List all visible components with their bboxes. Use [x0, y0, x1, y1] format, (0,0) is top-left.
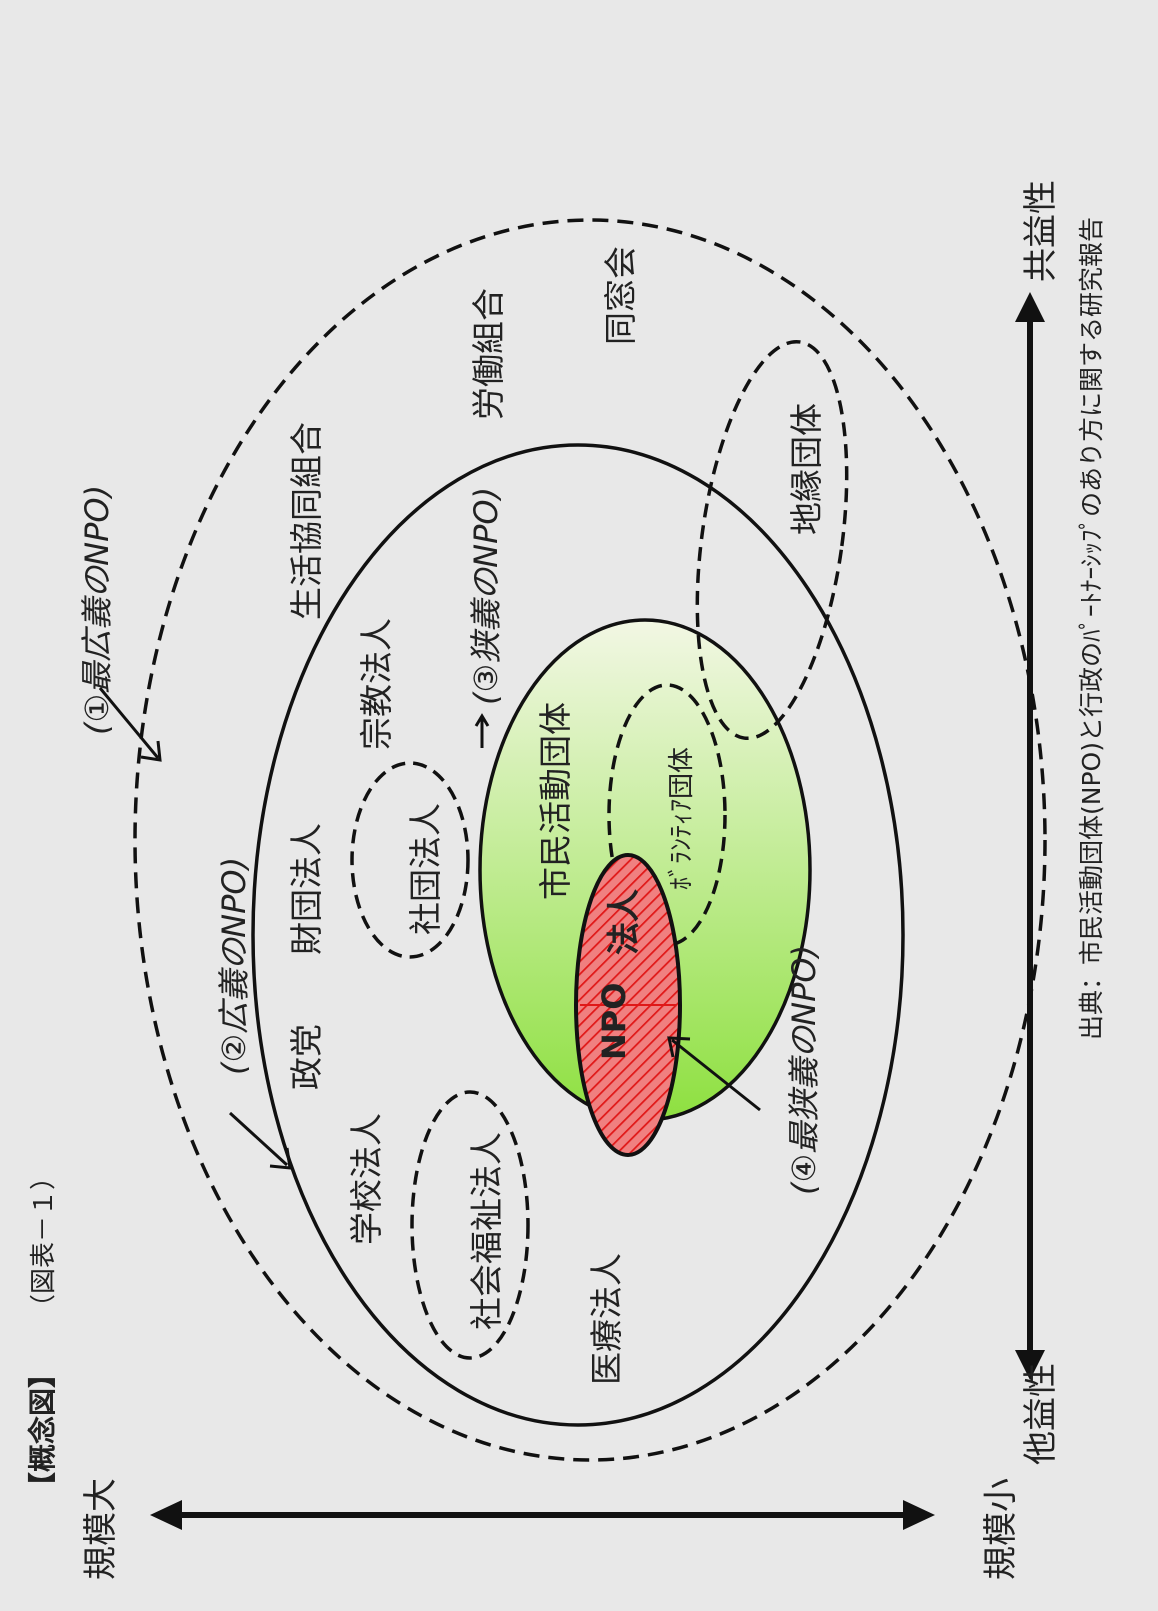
broad-npo-ring [251, 443, 905, 1427]
npo-corp-npo-label: NPO [595, 983, 633, 1060]
axis-arrows [150, 292, 1045, 1530]
association-ring [350, 761, 470, 959]
medical-label: 医療法人 [587, 1253, 626, 1385]
labor-union-label: 労働組合 [469, 288, 508, 420]
community-ring [695, 339, 849, 741]
volunteer-label: ﾎﾞﾗﾝﾃｨｱ団体 [667, 747, 697, 890]
citizen-label: 市民活動団体 [536, 702, 575, 900]
other-benefit-label: 他益性 [1021, 1363, 1061, 1465]
coop-label: 生活協同組合 [287, 422, 326, 620]
benefit-axis-head-bottom [1015, 1350, 1045, 1380]
broadest-npo-label: (①最広義のNPO) [78, 485, 116, 735]
npo-corp-hojin-label: 法人 [604, 889, 643, 955]
figure-title-bracket: 【概念図】 [26, 1360, 59, 1500]
narrowest-pointer-head [667, 1036, 691, 1058]
ring-pointer-arrows [98, 687, 761, 1170]
alumni-label: 同窓会 [601, 246, 640, 345]
narrow-npo-label: (③狭義のNPO) [467, 487, 505, 705]
scale-axis-head-left [150, 1500, 182, 1530]
broad-pointer-head [269, 1147, 292, 1170]
religious-label: 宗教法人 [357, 618, 396, 750]
scale-axis-head-right [903, 1500, 935, 1530]
narrow-pointer-head [474, 713, 490, 727]
broadest-npo-ring [133, 218, 1047, 1462]
community-label: 地縁団体 [787, 403, 826, 535]
association-label: 社団法人 [406, 803, 445, 935]
broadest-pointer-arrow [98, 687, 160, 759]
scale-small-label: 規模小 [981, 1478, 1021, 1580]
narrowest-pointer-arrow [671, 1038, 761, 1112]
foundation-label: 財団法人 [287, 823, 326, 955]
school-label: 学校法人 [347, 1113, 386, 1245]
broad-npo-label: (②広義のNPO) [215, 857, 253, 1075]
source-note: 出典：市民活動団体(NPO)と行政のﾊﾟｰﾄﾅｰｼｯﾌﾟのあり方に関する研究報告 [1077, 217, 1106, 1040]
broadest-pointer-head [140, 740, 162, 762]
broad-pointer-arrow [228, 1111, 289, 1167]
scale-large-label: 規模大 [81, 1478, 121, 1580]
public-benefit-label: 共益性 [1021, 180, 1061, 282]
political-party-label: 政党 [287, 1024, 326, 1090]
social-welfare-ring [410, 1090, 530, 1360]
social-welfare-label: 社会福祉法人 [467, 1132, 506, 1330]
volunteer-ring [607, 683, 727, 947]
narrowest-npo-label: (④最狭義のNPO) [785, 945, 823, 1195]
figure-title-ref: （図表－１） [29, 1164, 59, 1320]
benefit-axis-head-top [1015, 292, 1045, 322]
